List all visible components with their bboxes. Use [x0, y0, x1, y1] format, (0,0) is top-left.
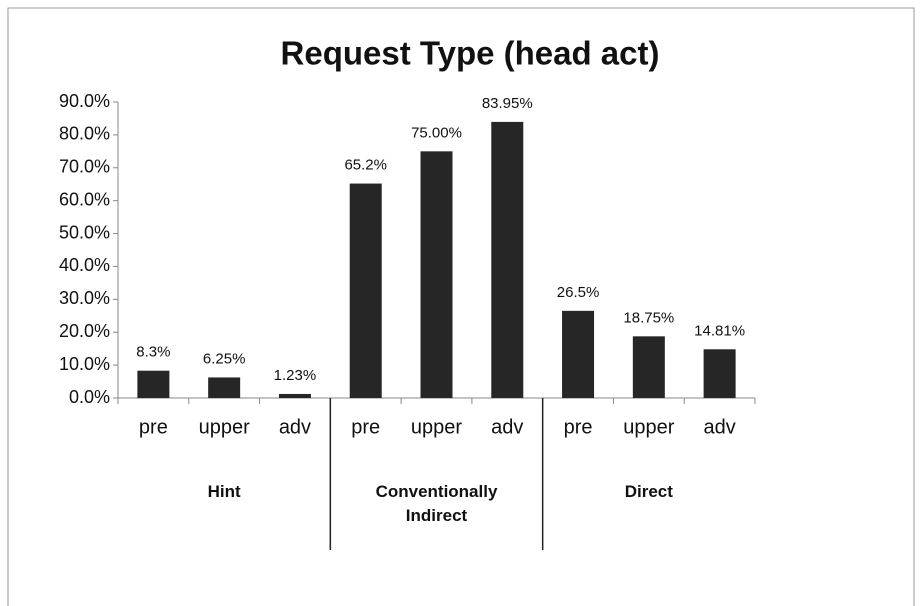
chart-border — [7, 7, 915, 606]
group-label: Hint — [207, 482, 241, 501]
bar — [278, 393, 311, 398]
x-tick-label: upper — [199, 416, 250, 438]
x-tick-label: pre — [351, 416, 380, 438]
y-tick-label: 10.0% — [59, 354, 110, 374]
y-tick-label: 0.0% — [69, 387, 110, 407]
y-tick-label: 60.0% — [59, 189, 110, 209]
y-tick-label: 30.0% — [59, 288, 110, 308]
data-label: 83.95% — [482, 95, 533, 112]
data-label: 6.25% — [203, 350, 246, 367]
y-tick-label: 90.0% — [59, 91, 110, 111]
group-label: Direct — [624, 482, 673, 501]
bar — [349, 183, 382, 398]
data-label: 14.81% — [694, 322, 745, 339]
x-tick-label: adv — [279, 416, 311, 438]
bar — [491, 121, 524, 399]
y-tick-label: 70.0% — [59, 157, 110, 177]
bar — [420, 151, 453, 398]
bar — [208, 377, 241, 398]
y-tick-label: 40.0% — [59, 255, 110, 275]
bar — [137, 370, 170, 398]
y-tick-label: 20.0% — [59, 321, 110, 341]
x-tick-label: adv — [491, 416, 523, 438]
data-label: 65.2% — [344, 157, 387, 174]
x-tick-label: pre — [564, 416, 593, 438]
chart-title: Request Type (head act) — [281, 35, 660, 72]
y-tick-label: 80.0% — [59, 124, 110, 144]
data-label: 75.00% — [411, 124, 462, 141]
x-tick-label: pre — [139, 416, 168, 438]
data-label: 26.5% — [557, 284, 600, 301]
x-tick-label: upper — [411, 416, 462, 438]
data-label: 1.23% — [274, 367, 317, 384]
x-tick-label: upper — [623, 416, 674, 438]
data-label: 18.75% — [623, 309, 674, 326]
bar — [632, 336, 665, 398]
y-tick-label: 50.0% — [59, 222, 110, 242]
group-label: Conventionally Indirect — [375, 482, 498, 525]
bar — [562, 310, 595, 398]
bar — [703, 349, 736, 398]
data-label: 8.3% — [136, 344, 170, 361]
x-tick-label: adv — [703, 416, 735, 438]
